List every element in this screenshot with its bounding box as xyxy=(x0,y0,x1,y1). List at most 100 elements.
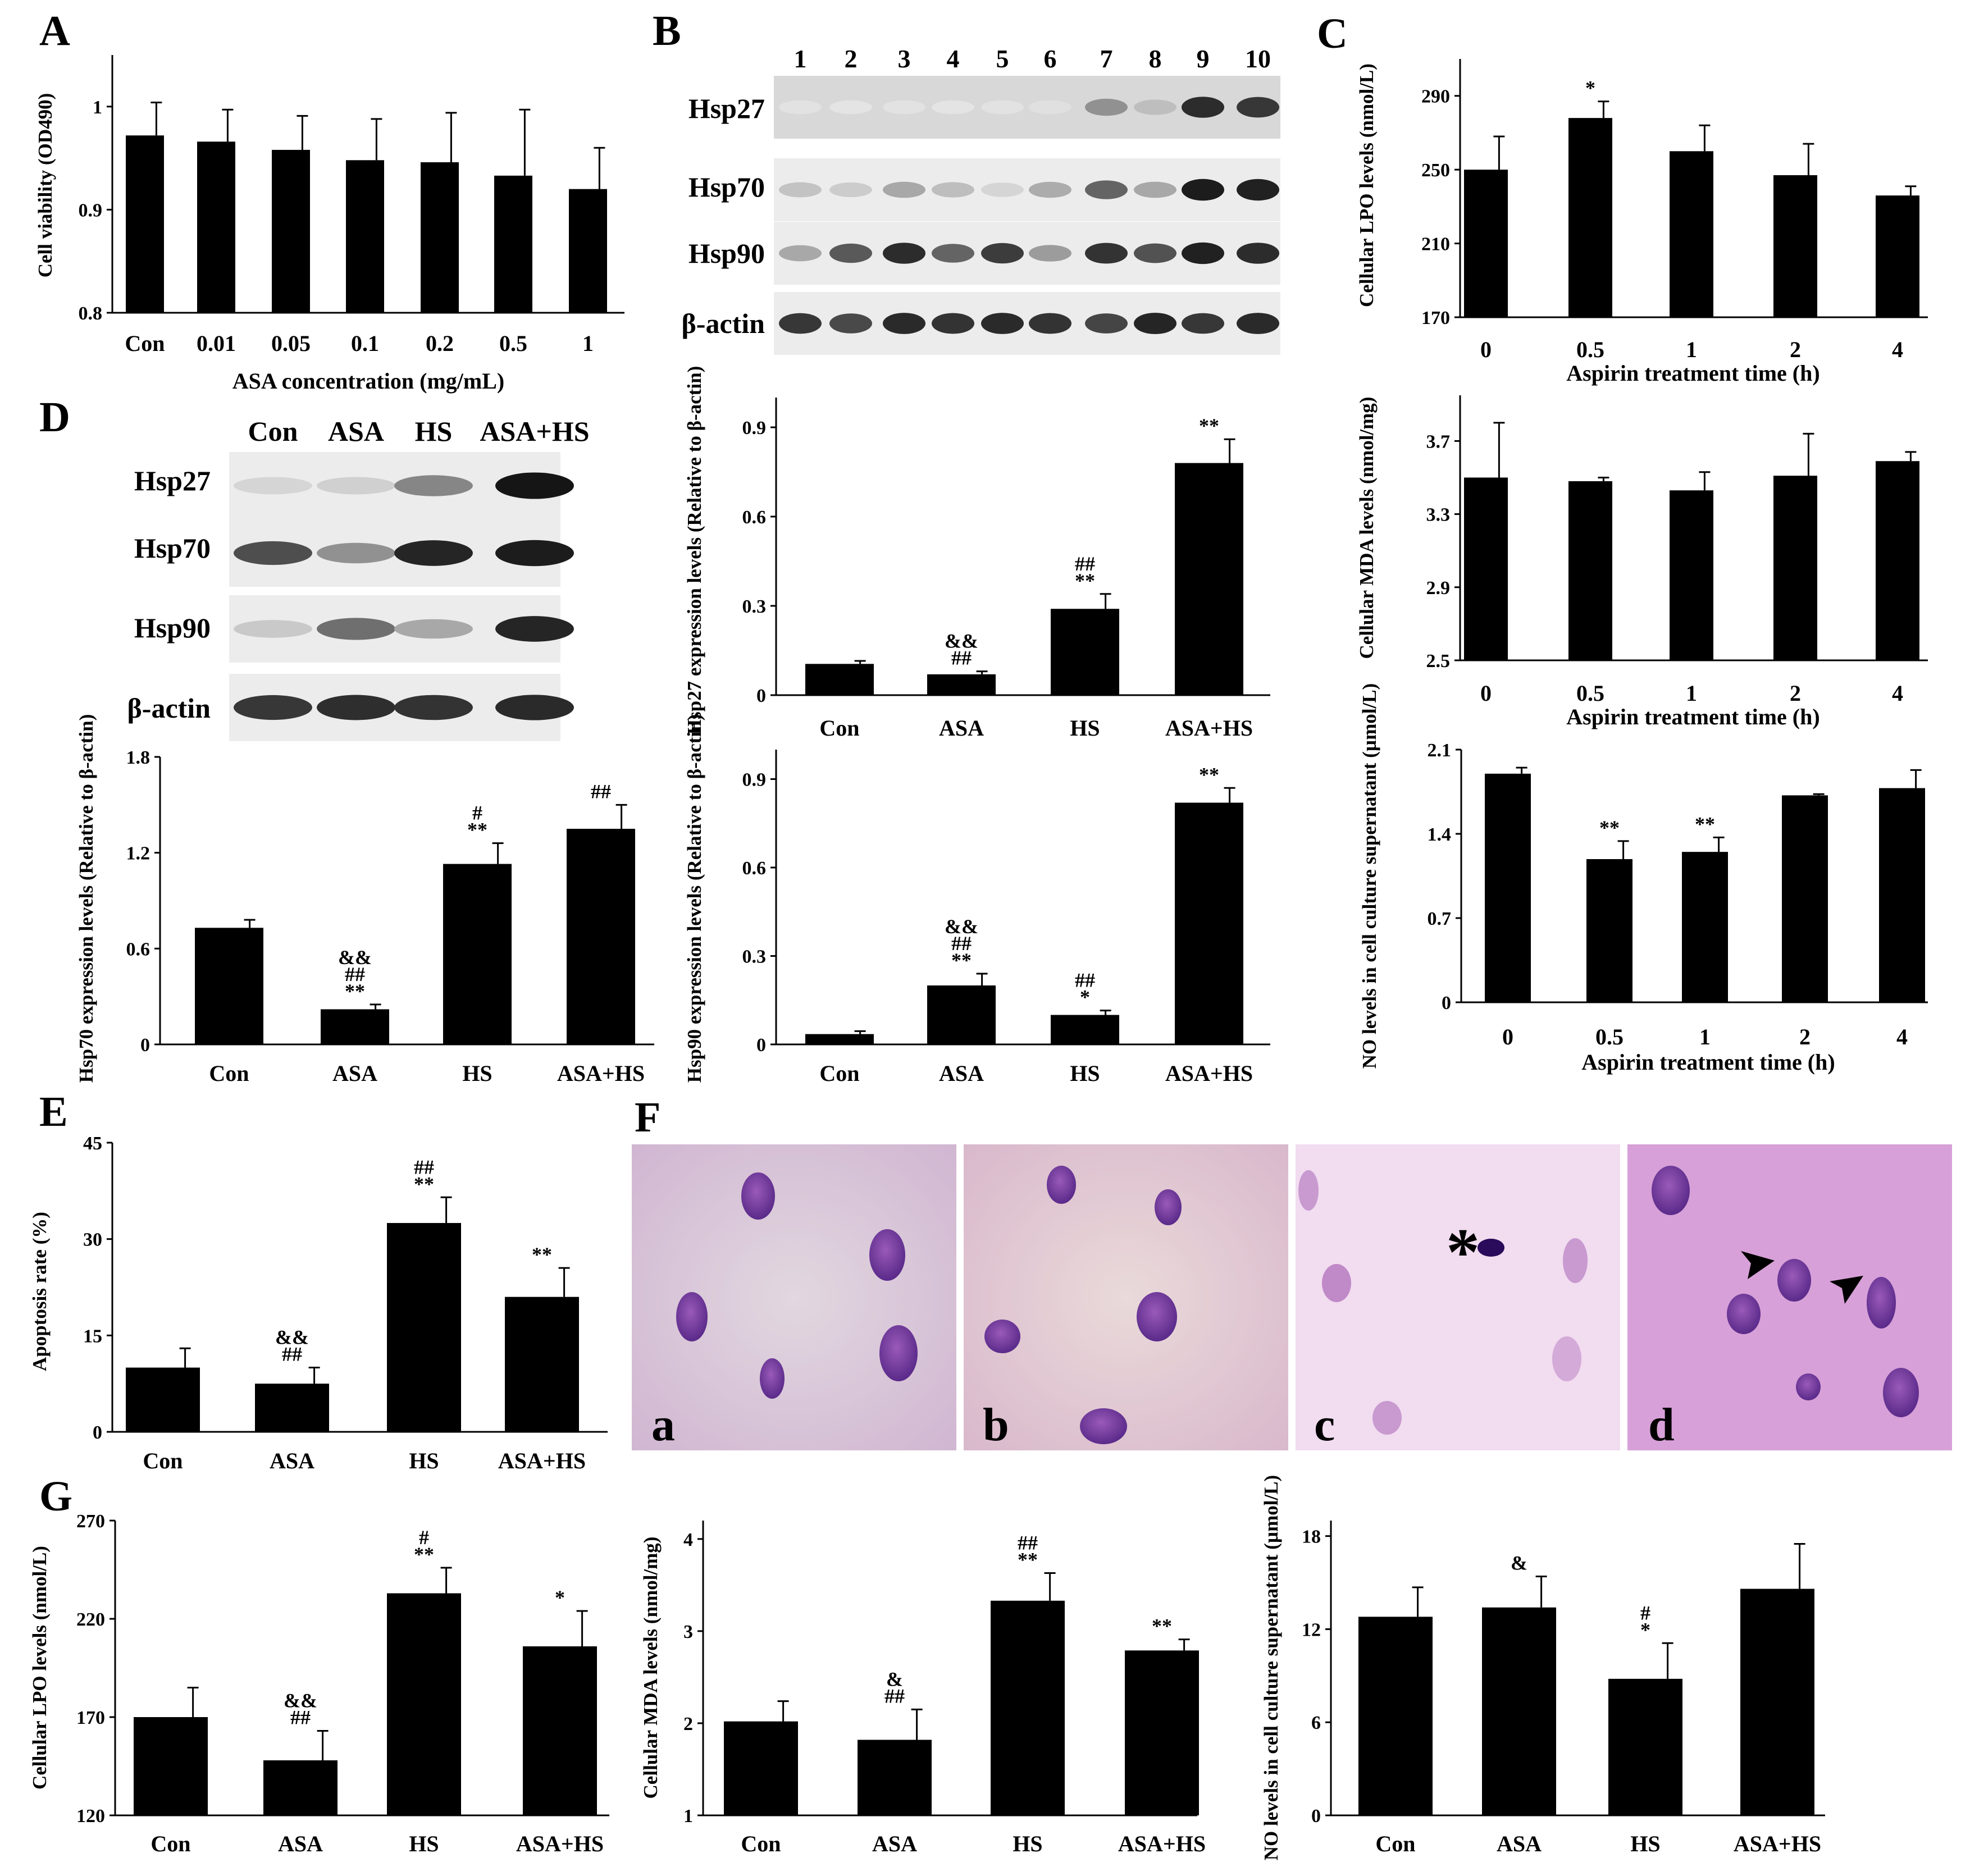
x-tick-label: 1 xyxy=(582,331,594,356)
nucleus xyxy=(1652,1166,1690,1215)
x-tick-label: 0.1 xyxy=(351,331,379,356)
blot-band xyxy=(1029,313,1071,334)
blot-band xyxy=(883,181,925,198)
chart-c-mda: 2.5 2.9 3.3 3.7 Cellular MDA levels (nmol/mg… xyxy=(1356,395,1928,729)
y-tick-label: 0 xyxy=(93,1422,102,1443)
significance-marker: && xyxy=(945,915,978,938)
blot-band xyxy=(317,542,395,564)
y-tick-label: 0.9 xyxy=(79,200,103,221)
x-tick-label: 4 xyxy=(1892,337,1903,362)
wb-d-row-label-hsp27: Hsp27 xyxy=(134,465,211,496)
blot-band xyxy=(932,244,974,263)
significance-marker: # xyxy=(1640,1601,1650,1624)
significance-marker: ** xyxy=(1199,763,1219,786)
x-tick-label: HS xyxy=(462,1061,492,1086)
y-tick-label: 0.7 xyxy=(1428,909,1452,929)
y-tick-label: 18 xyxy=(1302,1527,1321,1548)
blot-band xyxy=(1029,100,1071,115)
wb-b-row-label-hsp70: Hsp70 xyxy=(688,171,765,203)
bar xyxy=(1740,1589,1814,1815)
nucleus xyxy=(1372,1401,1402,1435)
wb-b-lane-label: 3 xyxy=(898,44,911,73)
x-tick-label: 4 xyxy=(1896,1024,1908,1049)
bar xyxy=(1464,170,1508,317)
y-axis-label: Cellular MDA levels (nmol/mg) xyxy=(640,1537,662,1799)
blot-band xyxy=(1085,243,1128,264)
wb-b-lane-label: 2 xyxy=(845,44,858,73)
blot-band xyxy=(394,475,473,496)
arrowhead-icon xyxy=(1741,1251,1775,1279)
blot-band xyxy=(1134,181,1176,198)
nucleus xyxy=(676,1292,708,1341)
significance-marker: && xyxy=(284,1690,317,1712)
x-tick-label: 0.01 xyxy=(197,331,236,356)
y-tick-label: 1.2 xyxy=(126,843,151,864)
y-tick-label: 1.8 xyxy=(126,747,151,768)
panel-letter-d: D xyxy=(39,394,70,441)
significance-marker: ## xyxy=(282,1343,302,1366)
x-tick-label: 0.5 xyxy=(1576,337,1604,362)
blot-band xyxy=(932,313,974,334)
x-tick-label: ASA+HS xyxy=(1118,1831,1206,1856)
blot-band xyxy=(883,100,925,115)
bar xyxy=(1175,463,1243,695)
significance-marker: ## xyxy=(951,932,972,955)
micrograph-label-a: a xyxy=(651,1399,675,1451)
x-tick-label: Con xyxy=(819,1061,859,1086)
significance-marker: ** xyxy=(1199,414,1219,437)
bar xyxy=(272,149,310,313)
significance-marker: ## xyxy=(1075,969,1095,992)
bar xyxy=(1608,1678,1682,1815)
x-tick-label: HS xyxy=(1070,1061,1100,1086)
micrographs-f: a b * c xyxy=(632,1144,1952,1451)
wb-d-lane-label: HS xyxy=(415,416,453,447)
bar xyxy=(1682,852,1728,1002)
bar xyxy=(858,1740,932,1815)
significance-marker: ** xyxy=(467,819,487,841)
y-tick-label: 6 xyxy=(1311,1713,1321,1733)
y-axis-label: Hsp90 expression levels (Relative to β-a… xyxy=(683,714,705,1083)
bar xyxy=(569,189,607,313)
x-tick-label: 4 xyxy=(1892,681,1903,706)
blot-band xyxy=(317,695,395,720)
wb-d-lane-label: ASA+HS xyxy=(480,416,589,447)
blot-band xyxy=(1237,243,1279,264)
y-tick-label: 170 xyxy=(76,1708,105,1728)
bar xyxy=(1568,481,1612,660)
significance-marker: ** xyxy=(1695,813,1715,835)
bar xyxy=(1773,476,1817,660)
chart-a-cell-viability: 0.8 0.9 1 Cell viability (OD490) ASA concent… xyxy=(34,55,624,394)
bar xyxy=(197,142,235,313)
micrograph-c-background xyxy=(1296,1144,1620,1450)
x-tick-label: 0 xyxy=(1480,681,1492,706)
bar xyxy=(255,1384,329,1432)
micrograph-d: d xyxy=(1627,1144,1952,1451)
bar xyxy=(1175,802,1243,1044)
y-tick-label: 3.7 xyxy=(1426,431,1451,452)
panel-letter-g: G xyxy=(39,1473,72,1520)
blot-band xyxy=(829,100,872,115)
significance-marker: ** xyxy=(414,1543,434,1565)
nucleus xyxy=(760,1358,785,1399)
bar xyxy=(927,674,996,695)
blot-band xyxy=(317,477,395,495)
micrograph-a: a xyxy=(632,1144,956,1451)
y-tick-label: 0.6 xyxy=(742,507,767,528)
x-tick-label: HS xyxy=(1013,1831,1042,1856)
blot-band xyxy=(1085,313,1128,334)
y-tick-label: 2.9 xyxy=(1426,578,1451,599)
x-tick-label: Con xyxy=(209,1061,249,1086)
bar xyxy=(1482,1607,1556,1815)
wb-b-lane-label: 7 xyxy=(1100,44,1113,73)
nucleus xyxy=(1552,1336,1581,1381)
y-tick-label: 1 xyxy=(93,97,102,118)
x-tick-label: 0.05 xyxy=(271,331,311,356)
y-tick-label: 210 xyxy=(1421,234,1450,255)
x-axis-label: ASA concentration (mg/mL) xyxy=(232,368,504,394)
wb-b-row-label-hsp90: Hsp90 xyxy=(688,238,765,269)
nucleus xyxy=(741,1172,775,1220)
panel-letter-e: E xyxy=(39,1088,68,1135)
wb-b-row-label-beta-actin: β-actin xyxy=(681,308,765,339)
